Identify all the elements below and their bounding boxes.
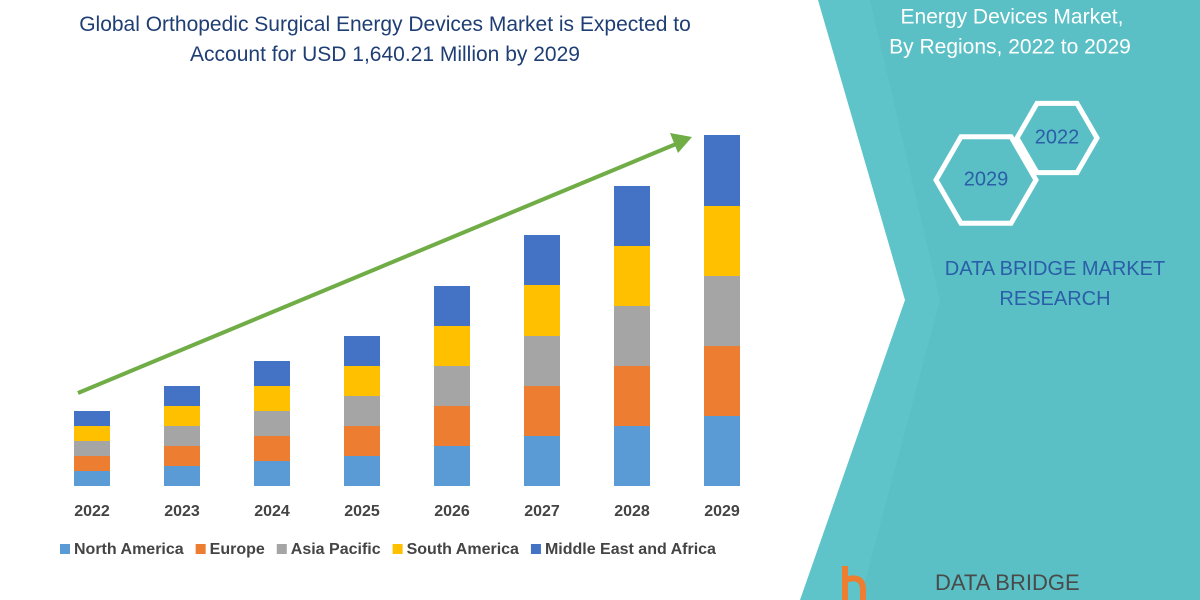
bar-segment: [74, 456, 110, 471]
bar-segment: [344, 456, 380, 486]
bar-segment: [164, 446, 200, 466]
bar-segment: [704, 416, 740, 486]
bar-segment: [434, 406, 470, 446]
bar-segment: [254, 361, 290, 386]
bar-segment: [74, 471, 110, 486]
x-tick-label: 2022: [74, 503, 110, 520]
bar-segment: [704, 276, 740, 346]
bar-segment: [524, 386, 560, 436]
bar-segment: [434, 326, 470, 366]
bar-segment: [344, 366, 380, 396]
bar-segment: [524, 436, 560, 486]
bar-segment: [344, 396, 380, 426]
bar-segment: [614, 186, 650, 246]
x-tick-label: 2028: [614, 503, 650, 520]
legend-label: Middle East and Africa: [545, 541, 716, 558]
legend-label: North America: [74, 541, 184, 558]
legend-swatch: [530, 544, 541, 554]
hexagon-label: 2029: [964, 168, 1009, 190]
hexagon: [1014, 100, 1100, 176]
x-tick-label: 2027: [524, 503, 560, 520]
panel-subtitle: By Regions, 2022 to 2029: [889, 36, 1131, 59]
bar-segment: [434, 286, 470, 326]
panel-subtitle: Energy Devices Market,: [901, 6, 1124, 29]
bar-segment: [254, 386, 290, 411]
bar-segment: [524, 336, 560, 386]
bar-segment: [434, 446, 470, 486]
legend-label: South America: [407, 541, 519, 558]
legend-swatch: [60, 544, 70, 554]
x-tick-label: 2025: [344, 503, 380, 520]
bar-segment: [164, 426, 200, 446]
logo-icon: [842, 566, 866, 600]
bar-segment: [614, 246, 650, 306]
bar-segment: [164, 386, 200, 406]
legend-label: Asia Pacific: [291, 541, 381, 558]
bar-segment: [344, 426, 380, 456]
brand-text: DATA BRIDGE MARKET RESEARCH: [944, 258, 1166, 310]
legend-swatch: [195, 544, 206, 554]
legend-label: Europe: [210, 541, 265, 558]
side-panel-shade: [860, 0, 1200, 600]
trend-arrow-head: [670, 133, 692, 153]
bar-segment: [614, 426, 650, 486]
bar-segment: [614, 306, 650, 366]
logo-text: DATA BRIDGE: [935, 570, 1080, 595]
legend-swatch: [392, 544, 403, 554]
bar-segment: [74, 426, 110, 441]
bar-segment: [74, 411, 110, 426]
bar-segment: [524, 285, 560, 336]
x-tick-label: 2029: [704, 503, 740, 520]
bar-segment: [704, 135, 740, 206]
x-tick-label: 2023: [164, 503, 200, 520]
legend-swatch: [276, 544, 287, 554]
bar-segment: [344, 336, 380, 366]
x-tick-label: 2026: [434, 503, 470, 520]
bar-segment: [704, 346, 740, 416]
bar-segment: [164, 406, 200, 426]
hexagon: [933, 134, 1039, 226]
bar-segment: [74, 441, 110, 456]
bar-segment: [704, 206, 740, 276]
trend-arrow: [77, 142, 677, 395]
chart-title: Global Orthopedic Surgical Energy Device…: [79, 13, 691, 66]
bar-segment: [254, 436, 290, 461]
bar-segment: [164, 466, 200, 486]
bar-segment: [434, 366, 470, 406]
bar-segment: [254, 461, 290, 486]
bar-segment: [524, 235, 560, 285]
x-tick-label: 2024: [254, 503, 290, 520]
hexagon-label: 2022: [1035, 126, 1080, 148]
bar-segment: [254, 411, 290, 436]
bar-segment: [614, 366, 650, 426]
